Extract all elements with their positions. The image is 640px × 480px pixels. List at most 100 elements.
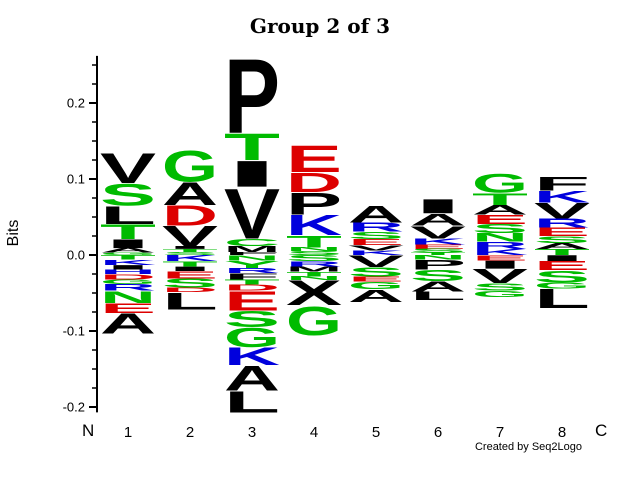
logo-letter-T: T (472, 190, 528, 209)
logo-letter-R: R (224, 267, 280, 275)
x-position-label: 6 (434, 424, 442, 441)
logo-letter-V: V (410, 222, 466, 242)
logo-letter-I: I (162, 265, 218, 272)
logo-letter-G: G (472, 289, 528, 298)
logo-letter-R: R (472, 240, 528, 252)
logo-letter-S: S (162, 251, 218, 256)
logo-letter-N: N (286, 247, 342, 253)
chart-title: Group 2 of 3 (249, 14, 391, 38)
logo-letter-I: I (100, 264, 156, 271)
logo-letter-I: I (410, 195, 466, 217)
logo-letter-V: V (224, 174, 280, 254)
logo-letter-D: D (224, 283, 280, 292)
logo-letter-S: S (286, 250, 342, 256)
logo-letter-G: G (286, 298, 342, 344)
logo-letter-K: K (410, 237, 466, 246)
logo-letter-S: S (100, 177, 156, 212)
x-position-label: 2 (186, 424, 194, 441)
x-position-label: 5 (372, 424, 380, 441)
logo-letter-A: A (100, 307, 156, 339)
c-terminus-label: C (595, 421, 608, 440)
y-axis-tick-label: -0.1 (63, 324, 85, 339)
logo-letter-D: D (162, 287, 218, 294)
logo-letter-V: V (534, 199, 590, 224)
logo-letter-S: S (348, 230, 404, 242)
logo-letter-I: I (162, 245, 218, 250)
logo-letter-K: K (162, 254, 218, 263)
logo-letter-V: V (348, 244, 404, 252)
logo-letter-F: F (224, 251, 280, 256)
logo-letter-G: G (224, 322, 280, 353)
logo-letter-L: L (410, 290, 466, 303)
logo-letter-G: G (348, 280, 404, 292)
x-position-label: 7 (496, 424, 504, 441)
logo-letter-N: N (100, 288, 156, 307)
logo-letter-I: I (224, 153, 280, 194)
logo-letter-G: G (472, 169, 528, 198)
logo-letter-T: T (410, 252, 466, 256)
logo-letter-E: E (286, 139, 342, 181)
logo-letter-S: S (348, 265, 404, 279)
logo-letter-A: A (534, 241, 590, 250)
logo-letter-N: N (286, 275, 342, 281)
logo-letter-E: E (472, 254, 528, 262)
y-axis-tick-label: -0.2 (63, 400, 85, 415)
logo-letter-K: K (286, 209, 342, 241)
logo-letter-K: K (224, 343, 280, 371)
logo-letter-K: K (472, 248, 528, 257)
logo-letter-E: E (162, 269, 218, 281)
logo-letter-E: E (348, 238, 404, 247)
logo-letter-A: A (472, 202, 528, 217)
logo-letter-S: S (534, 234, 590, 245)
logo-letter-A: A (100, 247, 156, 254)
credit-text: Created by Seq2Logo (474, 441, 582, 453)
logo-letter-X: X (286, 274, 342, 313)
y-axis-tick-label: 0.1 (67, 172, 85, 187)
logo-letter-K: K (100, 258, 156, 266)
logo-letter-L: L (162, 288, 218, 315)
logo-letter-L: L (534, 283, 590, 314)
logo-letter-S: S (162, 276, 218, 290)
logo-letter-R: R (100, 282, 156, 293)
logo-letter-A: A (348, 201, 404, 228)
logo-letter-R: R (348, 220, 404, 234)
logo-letter-A: A (162, 175, 218, 212)
logo-letter-G: G (100, 278, 156, 285)
logo-letter-F: F (224, 272, 280, 281)
x-position-label: 8 (558, 424, 566, 441)
logo-letter-I: I (534, 254, 590, 263)
logo-letter-T: T (286, 271, 342, 278)
logo-letter-D: D (286, 167, 342, 198)
logo-letter-A: A (410, 210, 466, 229)
y-axis-tick-label: 0.2 (67, 96, 85, 111)
logo-letter-M: M (224, 244, 280, 253)
logo-letter-H: H (100, 268, 156, 275)
logo-letter-E: E (224, 286, 280, 317)
x-position-label: 3 (248, 424, 256, 441)
logo-letter-S: S (472, 281, 528, 293)
logo-letter-I: I (100, 237, 156, 251)
logo-letter-V: V (348, 252, 404, 271)
logo-letter-E: E (472, 212, 528, 226)
logo-letter-A: A (348, 286, 404, 306)
logo-letter-Y: Y (224, 259, 280, 271)
logo-letter-L: L (100, 201, 156, 229)
n-terminus-label: N (82, 421, 95, 440)
logo-letter-P: P (410, 257, 466, 272)
logo-letter-R: R (286, 260, 342, 268)
logo-letter-V: V (162, 220, 218, 252)
logo-letter-S: S (224, 306, 280, 332)
logo-letter-G: G (534, 281, 590, 290)
logo-letter-M: M (286, 265, 342, 273)
logo-letter-S: S (472, 222, 528, 236)
logo-letter-T: T (100, 254, 156, 261)
logo-letter-T: T (100, 220, 156, 243)
logo-letter-E: E (534, 226, 590, 239)
logo-letter-T: T (286, 232, 342, 251)
y-axis-tick-label: 0.0 (67, 248, 85, 263)
logo-letter-S: S (410, 267, 466, 285)
x-position-label: 1 (124, 424, 132, 441)
logo-letter-I: I (472, 258, 528, 271)
